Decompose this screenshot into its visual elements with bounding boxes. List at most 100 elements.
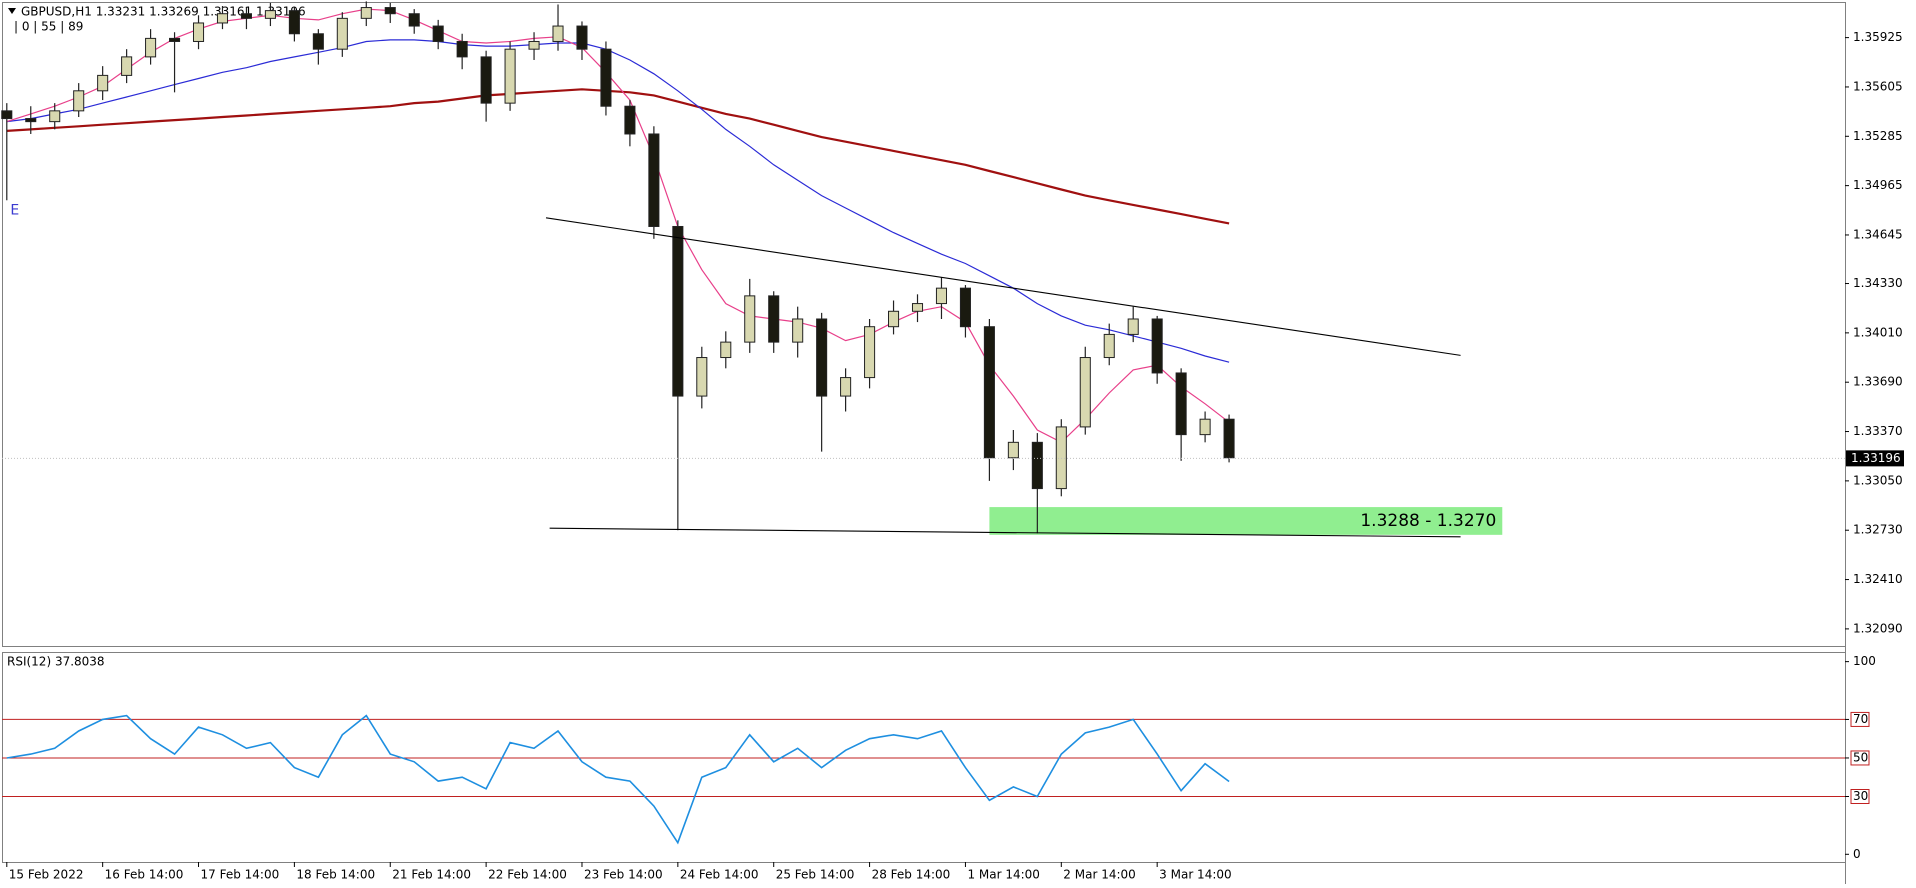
candle-body [145,37,157,58]
moving-average [6,88,1230,225]
candle-body [1175,372,1187,436]
y-tick-label: 1.33690 [1853,375,1903,389]
candle-body [935,287,948,305]
zone-label: 1.3288 - 1.3270 [1360,511,1496,531]
chart-title: GBPUSD,H1 1.33231 1.33269 1.33161 1.3319… [21,5,306,19]
x-tick-label: 18 Feb 14:00 [296,868,375,882]
y-tick-label: 1.34645 [1853,227,1903,241]
candle-body [432,25,444,42]
candle-body [768,295,780,343]
candle-body [169,37,181,42]
candle-body [744,295,756,343]
candle-body [576,25,588,50]
y-tick-label: 1.34330 [1853,276,1903,290]
y-tick-label: 1.35925 [1853,30,1903,44]
candle-body [983,326,995,459]
x-tick-label: 15 Feb 2022 [9,868,84,882]
y-tick-label: 1.35285 [1853,129,1903,143]
candle-body [792,318,804,343]
candle-body [336,17,348,50]
moving-average [6,8,1230,444]
y-tick-label: 1.34965 [1853,178,1903,192]
candle-body [959,287,971,328]
x-tick-label: 2 Mar 14:00 [1063,868,1136,882]
y-tick-label: 100 [1853,654,1876,668]
level-label-box [1850,788,1870,804]
candle-body [121,56,133,76]
x-tick-label: 1 Mar 14:00 [967,868,1040,882]
x-tick-label: 24 Feb 14:00 [680,868,759,882]
candle-body [480,56,492,104]
candle-body [1127,318,1139,335]
chart-subtitle: | 0 | 55 | 89 [14,20,83,34]
candle-body [1223,418,1235,459]
y-tick-label: 1.34010 [1853,325,1903,339]
candle-body [696,357,708,397]
moving-average [6,39,1230,363]
candle-body [1007,441,1019,459]
candle-body [456,40,468,58]
candle-body [600,48,612,107]
candle-body [720,341,732,359]
trendline [549,527,1461,538]
y-tick-label: 1.32410 [1853,572,1903,586]
support-zone [989,507,1503,535]
signal-marker: E [10,202,19,218]
x-tick-label: 22 Feb 14:00 [488,868,567,882]
candle-body [648,133,660,227]
candle-body [408,13,420,27]
candle-body [97,74,109,92]
y-tick-label: 1.32730 [1853,523,1903,537]
y-tick-label: 1.33050 [1853,473,1903,487]
candle-body [49,110,61,123]
candle-body [288,10,300,35]
candle-body [264,10,276,19]
candle-body [1151,318,1163,374]
menu-arrow[interactable] [8,8,16,14]
x-tick-label: 16 Feb 14:00 [105,868,184,882]
candle-body [192,22,205,42]
candle-body [911,303,924,312]
candle-body [1,110,13,120]
candle-body [73,90,85,112]
candle-body [816,318,828,397]
x-tick-label: 28 Feb 14:00 [872,868,951,882]
level-label-box [1850,711,1870,727]
x-tick-label: 21 Feb 14:00 [392,868,471,882]
y-tick-label: 1.32090 [1853,621,1903,635]
x-tick-label: 25 Feb 14:00 [776,868,855,882]
candle-body [1199,418,1211,436]
level-label-box [1850,750,1870,766]
candle-body [240,13,252,19]
candle-body [840,377,852,397]
trendline [545,217,1461,356]
y-tick-label: 30 [1853,789,1868,803]
candle-body [25,118,37,123]
candle-body [624,105,636,135]
candle-body [1055,426,1067,490]
candle-body [552,25,564,42]
candle-body [888,310,900,328]
rsi-line [6,714,1230,845]
candle-body [672,225,684,397]
price-panel [2,2,1846,647]
y-tick-label: 1.33370 [1853,424,1903,438]
candle-body [504,48,516,104]
y-tick-label: 0 [1853,847,1861,861]
candle-body [360,7,372,19]
candle-body [1103,333,1115,359]
last-price-label: 1.33196 [1851,451,1901,465]
rsi-title: RSI(12) 37.8038 [7,655,105,669]
candle-body [384,7,396,15]
candle-body [528,40,540,50]
candle-body [1079,357,1091,428]
candle-body [216,13,229,24]
candle-body [864,326,876,379]
y-tick-label: 70 [1853,712,1868,726]
last-price-box [1846,450,1904,467]
x-tick-label: 3 Mar 14:00 [1159,868,1232,882]
candle-body [312,33,324,50]
x-tick-label: 17 Feb 14:00 [201,868,280,882]
x-tick-label: 23 Feb 14:00 [584,868,663,882]
